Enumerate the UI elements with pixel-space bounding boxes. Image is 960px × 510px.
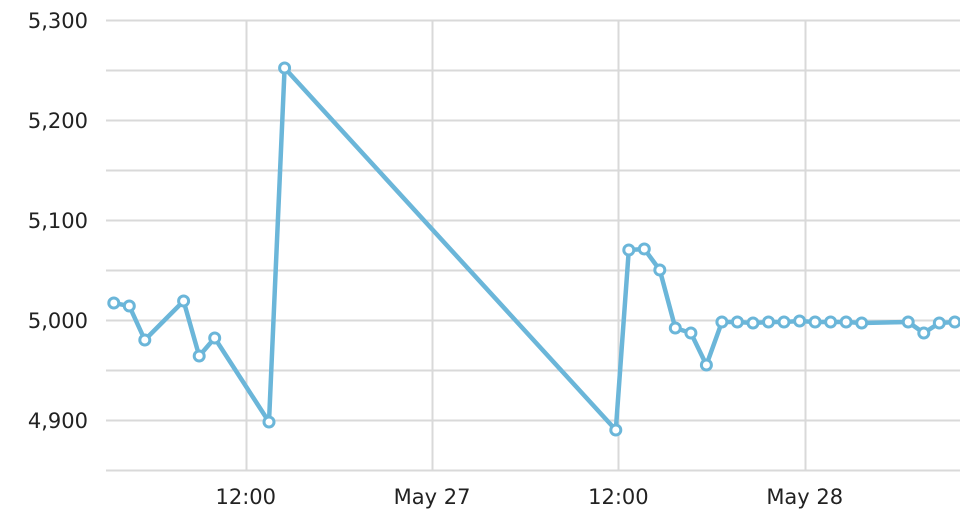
data-point <box>684 326 698 340</box>
y-tick-label: 5,300 <box>28 9 88 33</box>
data-point <box>138 333 152 347</box>
x-axis: 12:00 May 27 12:00 May 28 <box>215 485 843 509</box>
y-tick-label: 4,900 <box>28 409 88 433</box>
data-point <box>808 315 822 329</box>
data-point <box>208 331 222 345</box>
x-tick-label: 12:00 <box>215 485 276 509</box>
y-tick-label: 5,000 <box>28 309 88 333</box>
x-tick-label: 12:00 <box>588 485 649 509</box>
data-point <box>262 415 276 429</box>
data-point <box>278 61 292 75</box>
series-layer <box>107 61 960 437</box>
grid <box>106 19 960 472</box>
data-point <box>793 314 807 328</box>
y-tick-label: 5,100 <box>28 209 88 233</box>
y-axis: 4,900 5,000 5,100 5,200 5,300 <box>28 9 88 433</box>
data-point <box>609 423 623 437</box>
data-point <box>948 315 960 329</box>
data-point <box>699 358 713 372</box>
x-tick-label: May 27 <box>394 485 471 509</box>
data-point <box>746 316 760 330</box>
data-point <box>762 315 775 329</box>
data-point <box>107 296 121 310</box>
data-point <box>901 315 915 329</box>
data-point <box>715 315 729 329</box>
data-point <box>839 315 853 329</box>
data-point <box>177 294 191 308</box>
data-point <box>653 263 667 277</box>
data-point <box>855 316 869 330</box>
data-point <box>932 316 946 330</box>
data-point <box>622 243 636 257</box>
data-point <box>192 349 206 363</box>
data-point <box>777 315 791 329</box>
x-tick-label: May 28 <box>766 485 843 509</box>
data-point <box>122 299 136 313</box>
y-tick-label: 5,200 <box>28 109 88 133</box>
data-point <box>668 321 682 335</box>
data-point <box>824 315 838 329</box>
series-line <box>111 65 958 433</box>
data-point <box>917 326 931 340</box>
data-point <box>730 315 744 329</box>
data-point <box>637 242 651 256</box>
